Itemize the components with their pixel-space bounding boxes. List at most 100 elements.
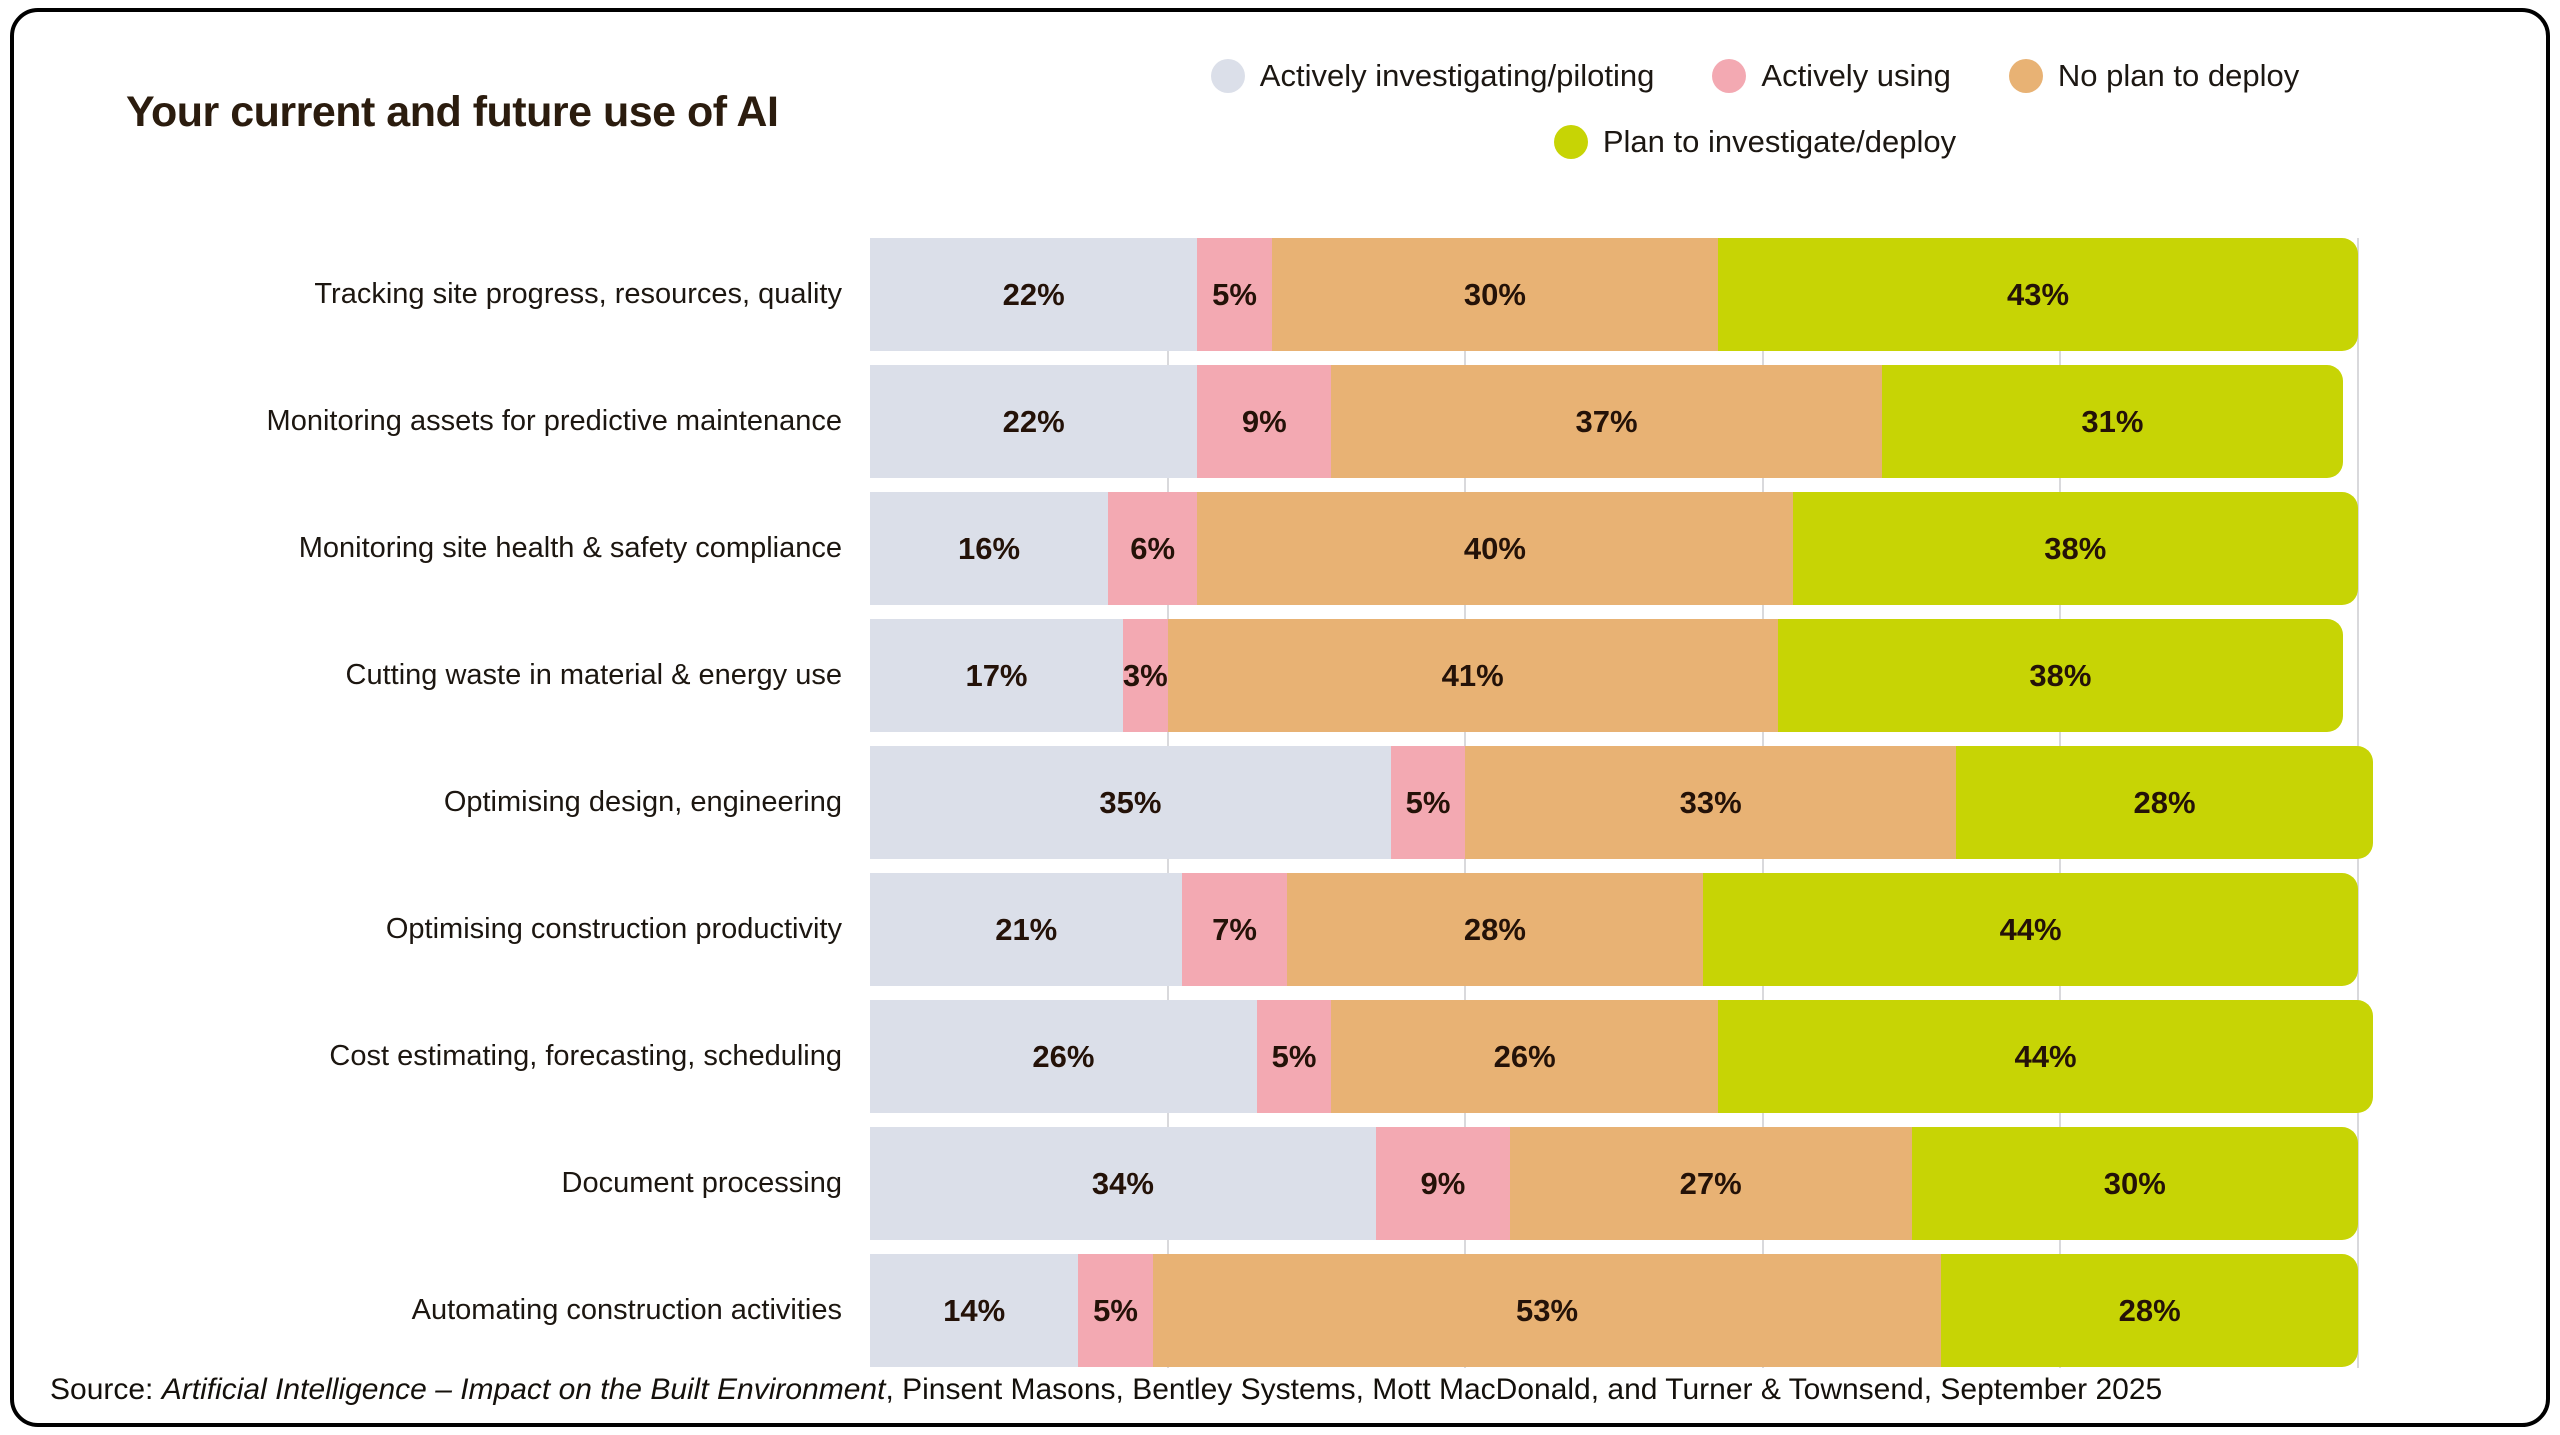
segment-value-label: 30% <box>1463 276 1526 312</box>
segment-value-label: 21% <box>995 911 1058 947</box>
segment-value-label: 41% <box>1441 657 1504 693</box>
bar-segment: 21% <box>870 873 1183 986</box>
legend-row-2: Plan to investigate/deploy <box>1553 124 1957 160</box>
bar-segment: 31% <box>1881 365 2344 478</box>
bar-segment: 33% <box>1465 746 1957 859</box>
segment-value-label: 27% <box>1679 1165 1742 1201</box>
bar-segment: 53% <box>1152 1254 1942 1367</box>
segment-value-label: 6% <box>1130 530 1176 566</box>
segment-value-label: 31% <box>2081 403 2144 439</box>
bar-segment: 7% <box>1182 873 1287 986</box>
bar-segment: 26% <box>1331 1000 1719 1113</box>
bar-segment: 5% <box>1390 746 1466 859</box>
bar-segment: 17% <box>870 619 1123 732</box>
chart-row: Optimising construction productivity 21% 7… <box>14 873 2546 986</box>
bar-segment: 35% <box>870 746 1391 859</box>
bar-segment: 14% <box>870 1254 1079 1367</box>
bar-segment: 9% <box>1197 365 1332 478</box>
bar-segment: 3% <box>1123 619 1168 732</box>
chart-row: Automating construction activities 14% 5% 5… <box>14 1254 2546 1367</box>
bar-segment: 41% <box>1167 619 1778 732</box>
bar-segment: 16% <box>870 492 1109 605</box>
segment-value-label: 30% <box>2103 1165 2166 1201</box>
segment-value-label: 16% <box>958 530 1021 566</box>
category-label: Tracking site progress, resources, quali… <box>314 278 842 310</box>
category-label: Monitoring site health & safety complian… <box>298 532 842 564</box>
source-note: Source: Artificial Intelligence – Impact… <box>50 1373 2162 1407</box>
segment-value-label: 44% <box>1999 911 2062 947</box>
segment-value-label: 28% <box>1463 911 1526 947</box>
stacked-bar: 21% 7% 28% 44% <box>870 873 2358 986</box>
chart-row: Monitoring assets for predictive mainten… <box>14 365 2546 478</box>
bar-segment: 22% <box>870 365 1198 478</box>
bar-segment: 38% <box>1792 492 2358 605</box>
chart-row: Tracking site progress, resources, quali… <box>14 238 2546 351</box>
bar-segment: 28% <box>1956 746 2373 859</box>
bar-segment: 5% <box>1256 1000 1332 1113</box>
segment-value-label: 3% <box>1122 657 1168 693</box>
segment-value-label: 5% <box>1271 1038 1317 1074</box>
legend-swatch-icon <box>2008 59 2043 93</box>
chart-area: Tracking site progress, resources, quali… <box>14 238 2546 1381</box>
segment-value-label: 9% <box>1241 403 1287 439</box>
segment-value-label: 35% <box>1099 784 1162 820</box>
stacked-bar: 34% 9% 27% 30% <box>870 1127 2358 1240</box>
bar-segment: 37% <box>1331 365 1882 478</box>
bar-segment: 5% <box>1078 1254 1153 1367</box>
category-label: Optimising design, engineering <box>443 786 842 818</box>
bar-segment: 43% <box>1718 238 2358 351</box>
legend-item: Actively investigating/piloting <box>1210 58 1655 94</box>
chart-row: Optimising design, engineering 35% 5% 33% 28… <box>14 746 2546 859</box>
stacked-bar: 14% 5% 53% 28% <box>870 1254 2358 1367</box>
bar-segment: 22% <box>870 238 1198 351</box>
legend-row-1: Actively investigating/piloting Actively … <box>1210 58 2300 94</box>
legend-label: Plan to investigate/deploy <box>1602 124 1957 159</box>
source-suffix: , Pinsent Masons, Bentley Systems, Mott … <box>885 1373 2163 1406</box>
chart-row: Monitoring site health & safety complian… <box>14 492 2546 605</box>
segment-value-label: 53% <box>1515 1292 1579 1328</box>
chart-title: Your current and future use of AI <box>126 88 779 136</box>
source-prefix: Source: <box>50 1373 162 1406</box>
stacked-bar: 22% 5% 30% 43% <box>870 238 2358 351</box>
segment-value-label: 14% <box>943 1292 1006 1328</box>
segment-value-label: 34% <box>1091 1165 1154 1201</box>
category-label: Cutting waste in material & energy use <box>345 659 842 691</box>
legend-item: Plan to investigate/deploy <box>1553 124 1957 160</box>
bar-segment: 38% <box>1777 619 2344 732</box>
category-label: Automating construction activities <box>411 1294 842 1326</box>
chart-rows: Tracking site progress, resources, quali… <box>14 238 2546 1367</box>
legend-label: No plan to deploy <box>2057 58 2300 93</box>
chart-card: Your current and future use of AI Active… <box>10 8 2550 1427</box>
stacked-bar: 26% 5% 26% 44% <box>870 1000 2373 1113</box>
legend-swatch-icon <box>1210 59 1245 93</box>
category-label: Monitoring assets for predictive mainten… <box>266 405 842 437</box>
bar-segment: 28% <box>1941 1254 2358 1367</box>
segment-value-label: 5% <box>1212 276 1257 312</box>
chart-row: Cost estimating, forecasting, scheduling… <box>14 1000 2546 1113</box>
bar-segment: 40% <box>1197 492 1793 605</box>
segment-value-label: 40% <box>1463 530 1526 566</box>
bar-segment: 27% <box>1509 1127 1912 1240</box>
legend: Actively investigating/piloting Actively … <box>1094 58 2416 160</box>
segment-value-label: 5% <box>1405 784 1451 820</box>
segment-value-label: 5% <box>1093 1292 1138 1328</box>
category-label: Cost estimating, forecasting, scheduling <box>329 1040 842 1072</box>
legend-swatch-icon <box>1712 59 1747 93</box>
segment-value-label: 22% <box>1002 276 1065 312</box>
bar-segment: 30% <box>1911 1127 2358 1240</box>
legend-label: Actively investigating/piloting <box>1259 58 1655 93</box>
segment-value-label: 33% <box>1679 784 1742 820</box>
chart-row: Cutting waste in material & energy use 17… <box>14 619 2546 732</box>
bar-segment: 44% <box>1718 1000 2373 1113</box>
stacked-bar: 22% 9% 37% 31% <box>870 365 2358 478</box>
stacked-bar: 35% 5% 33% 28% <box>870 746 2373 859</box>
stacked-bar: 17% 3% 41% 38% <box>870 619 2358 732</box>
stacked-bar: 16% 6% 40% 38% <box>870 492 2358 605</box>
segment-value-label: 28% <box>2133 784 2196 820</box>
source-study-title: Artificial Intelligence – Impact on the … <box>161 1373 886 1406</box>
segment-value-label: 17% <box>965 657 1028 693</box>
category-label: Document processing <box>561 1167 842 1199</box>
segment-value-label: 26% <box>1493 1038 1556 1074</box>
segment-value-label: 28% <box>2118 1292 2181 1328</box>
